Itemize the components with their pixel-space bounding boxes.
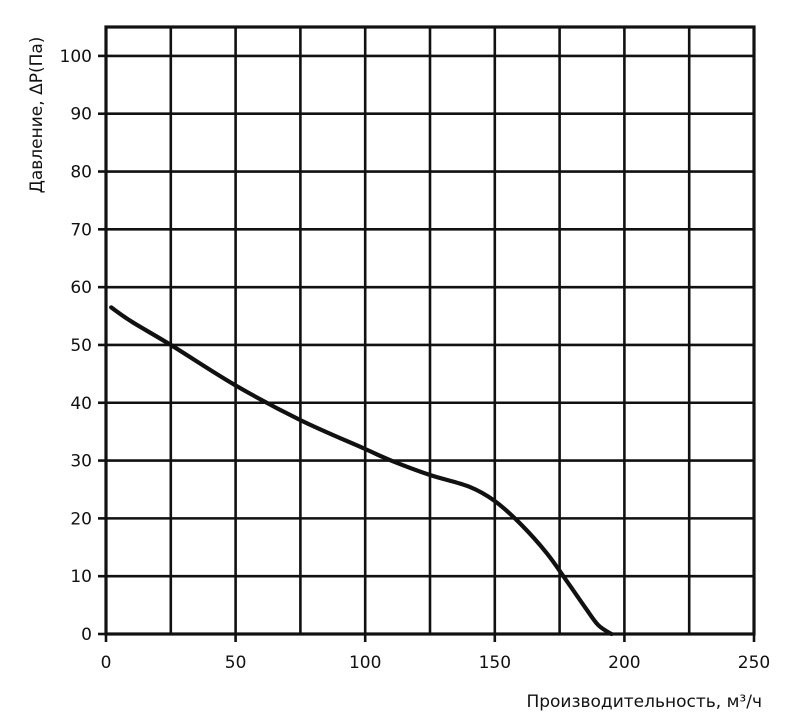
x-tick-label: 250 xyxy=(738,653,770,673)
x-tick-label: 200 xyxy=(608,653,640,673)
y-tick-label: 0 xyxy=(81,625,92,645)
grid xyxy=(106,27,754,634)
y-tick-label: 60 xyxy=(70,278,92,298)
tick-labels: 0 50 100 150 200 250 0 10 20 30 40 50 60 70 80 90 100 xyxy=(60,47,771,673)
x-axis-label: Производительность, м³/ч xyxy=(526,692,762,712)
x-tick-label: 150 xyxy=(479,653,511,673)
y-tick-label: 70 xyxy=(70,220,92,240)
y-axis-label: Давление, ΔP(Па) xyxy=(27,37,47,194)
y-tick-label: 80 xyxy=(70,163,92,183)
y-tick-label: 40 xyxy=(70,394,92,414)
x-tick-label: 0 xyxy=(101,653,112,673)
plot-frame xyxy=(98,25,756,642)
y-tick-label: 90 xyxy=(70,105,92,125)
plot-border xyxy=(104,25,756,636)
y-tick-label: 10 xyxy=(70,567,92,587)
x-tick-label: 100 xyxy=(349,653,381,673)
curve-layer xyxy=(109,305,614,637)
y-tick-label: 100 xyxy=(60,47,92,67)
y-tick-label: 30 xyxy=(70,452,92,472)
y-tick-label: 50 xyxy=(70,336,92,356)
pressure-curve xyxy=(109,305,614,637)
y-tick-label: 20 xyxy=(70,509,92,529)
x-tick-label: 50 xyxy=(225,653,247,673)
